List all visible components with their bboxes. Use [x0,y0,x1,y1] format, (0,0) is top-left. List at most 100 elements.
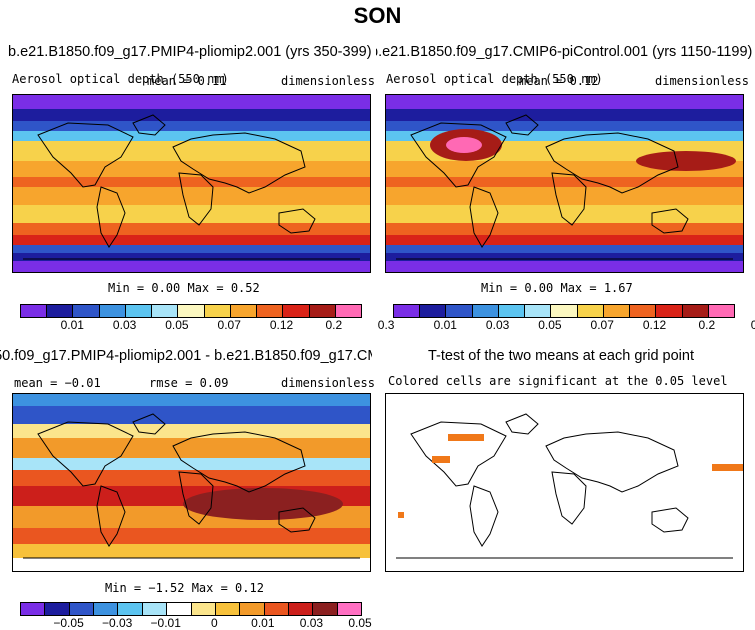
coastline [505,114,539,136]
significant-region [712,464,743,471]
colorbar-tick-label: 0.05 [348,616,372,630]
panel2-stats: Min = 0.00 Max = 1.67 [481,281,633,295]
colorbar-swatch [21,603,46,615]
panel3-rmse: rmse = 0.09 [149,376,229,390]
coastline [505,413,539,435]
colorbar-tick-label: 0.2 [698,318,716,332]
field-band [386,245,743,253]
field-band [13,205,370,223]
colorbar-swatch [215,603,241,615]
panel2-title-box: b.e21.B1850.f09_g17.CMIP6-piControl.001 … [376,44,755,64]
coastline [172,431,306,493]
field-band [13,235,370,245]
field-band [13,261,370,272]
coastline [651,208,689,234]
coastline [651,507,689,533]
coastline [551,471,587,525]
coastline [278,208,316,234]
panel1-mean: mean = 0.11 [147,74,227,88]
panel1-title: b.e21.B1850.f09_g17.PMIP4-pliomip2.001 (… [8,44,372,60]
colorbar-tick-label: 0.3 [377,318,395,332]
panel3-colorbar [20,602,362,616]
colorbar-swatch [394,305,421,317]
field-band [13,121,370,131]
coastline [278,507,316,533]
coastline [551,172,587,226]
coastline [132,413,166,435]
colorbar-swatch [283,305,310,317]
coastline [96,186,126,248]
coastline [469,485,499,547]
colorbar-swatch [603,305,631,317]
colorbar-swatch [230,305,258,317]
field-band [386,109,743,121]
dust-plume [636,151,736,171]
coastline [96,485,126,547]
colorbar-tick-label: −0.01 [150,616,181,630]
colorbar-tick-label: 0.01 [433,318,457,332]
panel3-units: dimensionless [281,376,375,390]
field-band [13,177,370,187]
colorbar-tick-label: 0.01 [60,318,84,332]
map-difference [12,393,371,572]
colorbar-swatch [191,603,216,615]
colorbar-tick-label: 0.01 [251,616,275,630]
field-band [386,261,743,272]
field-band [13,528,370,544]
colorbar-swatch [69,603,95,615]
page-title: SON [353,3,402,28]
field-band [13,131,370,141]
field-band [13,109,370,121]
colorbar-tick-label: 0 [210,616,218,630]
significant-region [432,456,450,463]
panel3-title-box: b.e21.B1850.f09_g17.PMIP4-pliomip2.001 -… [0,348,372,368]
colorbar-swatch [167,603,192,615]
colorbar-tick-label: 0.05 [538,318,562,332]
colorbar-swatch [309,305,336,317]
field-band [13,161,370,177]
panel3-stats: Min = −1.52 Max = 0.12 [105,581,264,595]
colorbar-swatch [420,305,447,317]
field-band [386,235,743,245]
field-band [13,458,370,470]
colorbar-tick-label: 0.05 [165,318,189,332]
field-band [386,177,743,187]
colorbar-swatch [257,305,284,317]
colorbar-tick-label: 0.03 [112,318,137,332]
field-band [386,223,743,235]
panel2-mean: mean = 0.12 [519,74,599,88]
colorbar-swatch [708,305,735,317]
field-band [13,245,370,253]
anomaly-region [183,488,343,520]
field-band [13,95,370,109]
field-band [386,205,743,223]
colorbar-tick-label: 0.07 [590,318,614,332]
colorbar-swatch [525,305,552,317]
colorbar-tick-label: 0.3 [750,318,755,332]
colorbar-swatch [125,305,153,317]
colorbar-tick-label: −0.05 [53,616,84,630]
field-band [13,223,370,235]
coastline [132,114,166,136]
colorbar-swatch [498,305,526,317]
field-band [13,406,370,424]
colorbar-swatch [577,305,604,317]
colorbar-swatch [178,305,205,317]
colorbar-swatch [335,305,362,317]
field-band [386,121,743,131]
map-picontrol [385,94,744,273]
panel1-units: dimensionless [281,74,375,88]
field-band [386,131,743,141]
coastline [178,471,214,525]
coastline [37,421,134,487]
coastline [545,132,679,194]
field-band [13,470,370,486]
colorbar-swatch [630,305,657,317]
significant-region [448,434,484,441]
colorbar-swatch [313,603,338,615]
colorbar-tick-label: 0.07 [217,318,241,332]
field-band [13,253,370,261]
map-pliomip [12,94,371,273]
panel2-units: dimensionless [655,74,749,88]
panel3-mean: mean = −0.01 [14,376,101,390]
